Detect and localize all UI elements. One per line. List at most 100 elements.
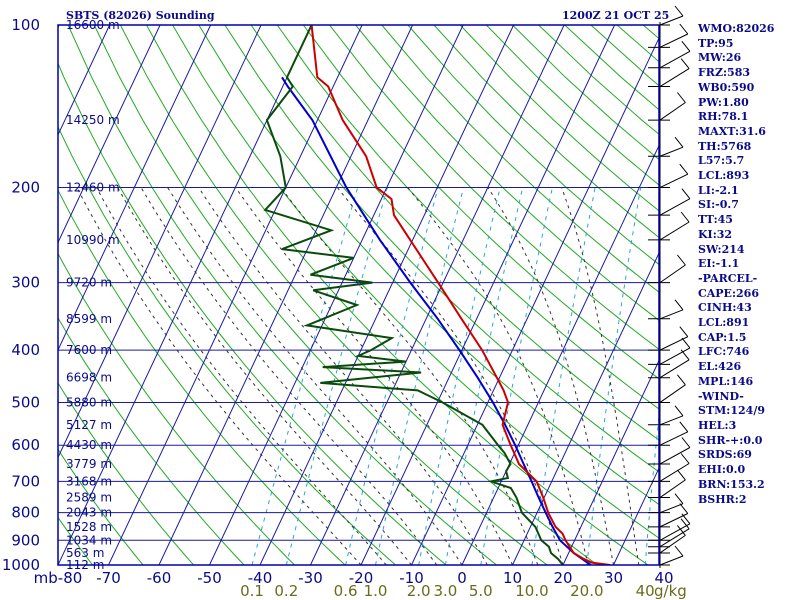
- mixing-ratio-label: 20.0: [570, 582, 603, 600]
- dry-adiabat: [58, 516, 94, 565]
- isotherms: [58, 25, 659, 565]
- dry-adiabat: [58, 316, 245, 565]
- mixing-ratio-line: [586, 187, 642, 565]
- temperature-tick-label: -70: [96, 569, 121, 587]
- index-item: MAXT:31.6: [698, 124, 766, 138]
- isotherm-line: [360, 25, 616, 565]
- dry-adiabat: [58, 382, 195, 565]
- height-label: 5127 m: [66, 418, 112, 432]
- index-item: MPL:146: [698, 374, 754, 388]
- index-item: TH:5768: [698, 139, 752, 153]
- isotherm-line: [58, 25, 161, 244]
- wind-barb-flag: [681, 40, 691, 52]
- wind-barb-flag: [681, 188, 691, 200]
- isotherm-line: [310, 25, 565, 565]
- dry-adiabat: [250, 25, 659, 441]
- mixing-ratio-label: 2.0: [407, 582, 431, 600]
- mixing-ratio-label: 1.0: [364, 582, 388, 600]
- mixing-ratio-line: [418, 187, 501, 565]
- index-item: TP:95: [698, 36, 734, 50]
- height-label: 563 m: [66, 546, 104, 560]
- isotherm-line: [461, 144, 659, 565]
- mixing-ratio-label: 5.0: [469, 582, 493, 600]
- temperature-tick-label: 40: [654, 569, 673, 587]
- index-item: CINH:43: [698, 301, 752, 315]
- pressure-label: 100: [11, 16, 40, 34]
- pressure-label: 400: [11, 341, 40, 359]
- isotherm-line: [58, 25, 262, 459]
- chart-title: SBTS (82026) Sounding: [66, 9, 215, 22]
- plot-frame: [57, 24, 660, 566]
- mixing-ratio-label: 10.0: [515, 582, 548, 600]
- index-item: EI:-1.1: [698, 257, 740, 271]
- wind-barb: [659, 68, 690, 87]
- index-item: EL:426: [698, 360, 742, 374]
- temperature-tick-label: 20: [553, 569, 572, 587]
- temperature-tick-label: -40: [248, 569, 273, 587]
- wind-barb: [659, 33, 689, 48]
- isotherm-line: [411, 36, 659, 565]
- dry-adiabat: [224, 25, 659, 473]
- mixing-ratio-line: [444, 187, 524, 565]
- wind-barb-flag: [681, 337, 691, 349]
- pressure-label: 1000: [2, 556, 40, 574]
- wind-barb: [659, 309, 684, 320]
- mixing-ratio-label: 0.6: [334, 582, 358, 600]
- wind-barb-flag: [677, 469, 686, 481]
- mixing-ratio-unit: g/kg: [654, 582, 687, 600]
- wind-barb-flag: [680, 58, 690, 69]
- dry-adiabat: [67, 25, 498, 565]
- mixing-ratio-label: 40: [636, 582, 655, 600]
- mixing-ratio-line: [531, 187, 596, 565]
- moist-adiabat: [407, 187, 589, 565]
- wind-barb: [659, 336, 689, 351]
- wind-barb-flag: [679, 503, 689, 514]
- wind-barb: [659, 50, 691, 69]
- height-label: 6698 m: [66, 371, 112, 385]
- dry-adiabat: [407, 25, 659, 266]
- dry-adiabat: [93, 25, 548, 565]
- temperature-tick-label: 30: [604, 569, 623, 587]
- wind-barb-flag: [680, 518, 690, 530]
- height-label: 5880 m: [66, 395, 112, 409]
- index-item: BRN:153.2: [698, 477, 765, 491]
- isotherm-line: [562, 359, 659, 565]
- height-label: 12460 m: [66, 181, 120, 195]
- sounding-indices: WMO:82026 TP:95 MW:26 FRZ:583 WB0:590 PW:1.80…: [698, 22, 774, 507]
- index-item: SRDS:69: [698, 448, 752, 462]
- wind-barb-flag: [681, 513, 691, 525]
- wind-barb-flag: [674, 493, 684, 505]
- dry-adiabat: [381, 25, 659, 293]
- index-item: LCL:893: [698, 169, 750, 183]
- moist-adiabat: [235, 187, 513, 565]
- wind-barb-flag: [679, 23, 689, 35]
- moist-adiabat: [280, 187, 539, 565]
- dry-adiabat: [276, 25, 659, 410]
- index-item: L57:5.7: [698, 154, 745, 168]
- wind-barb-flag: [674, 5, 684, 17]
- wind-barb: [659, 447, 691, 465]
- index-item: FRZ:583: [698, 66, 751, 80]
- index-item: LCL:891: [698, 316, 750, 330]
- height-label: 3168 m: [66, 474, 112, 488]
- wind-barb: [659, 102, 686, 121]
- dry-adiabat: [355, 25, 659, 322]
- wind-barb-flag: [680, 349, 690, 361]
- index-item: -WIND-: [698, 389, 744, 403]
- index-item: TT:45: [698, 213, 733, 227]
- dry-adiabat: [302, 25, 659, 380]
- mixing-ratio-line: [251, 187, 359, 565]
- wind-barb-flag: [674, 545, 684, 557]
- wind-barb: [659, 384, 686, 403]
- mixing-ratio-line: [480, 187, 553, 565]
- wind-barb: [659, 503, 684, 514]
- isotherm-line: [58, 25, 212, 352]
- pressure-label: 700: [11, 472, 40, 490]
- index-item: -PARCEL-: [698, 271, 758, 285]
- moist-adiabat: [487, 187, 614, 565]
- mixing-ratio-label: 0.2: [274, 582, 298, 600]
- temperature-tick-label: -10: [399, 569, 424, 587]
- wind-profile: [648, 5, 691, 568]
- dry-adiabat: [119, 25, 599, 565]
